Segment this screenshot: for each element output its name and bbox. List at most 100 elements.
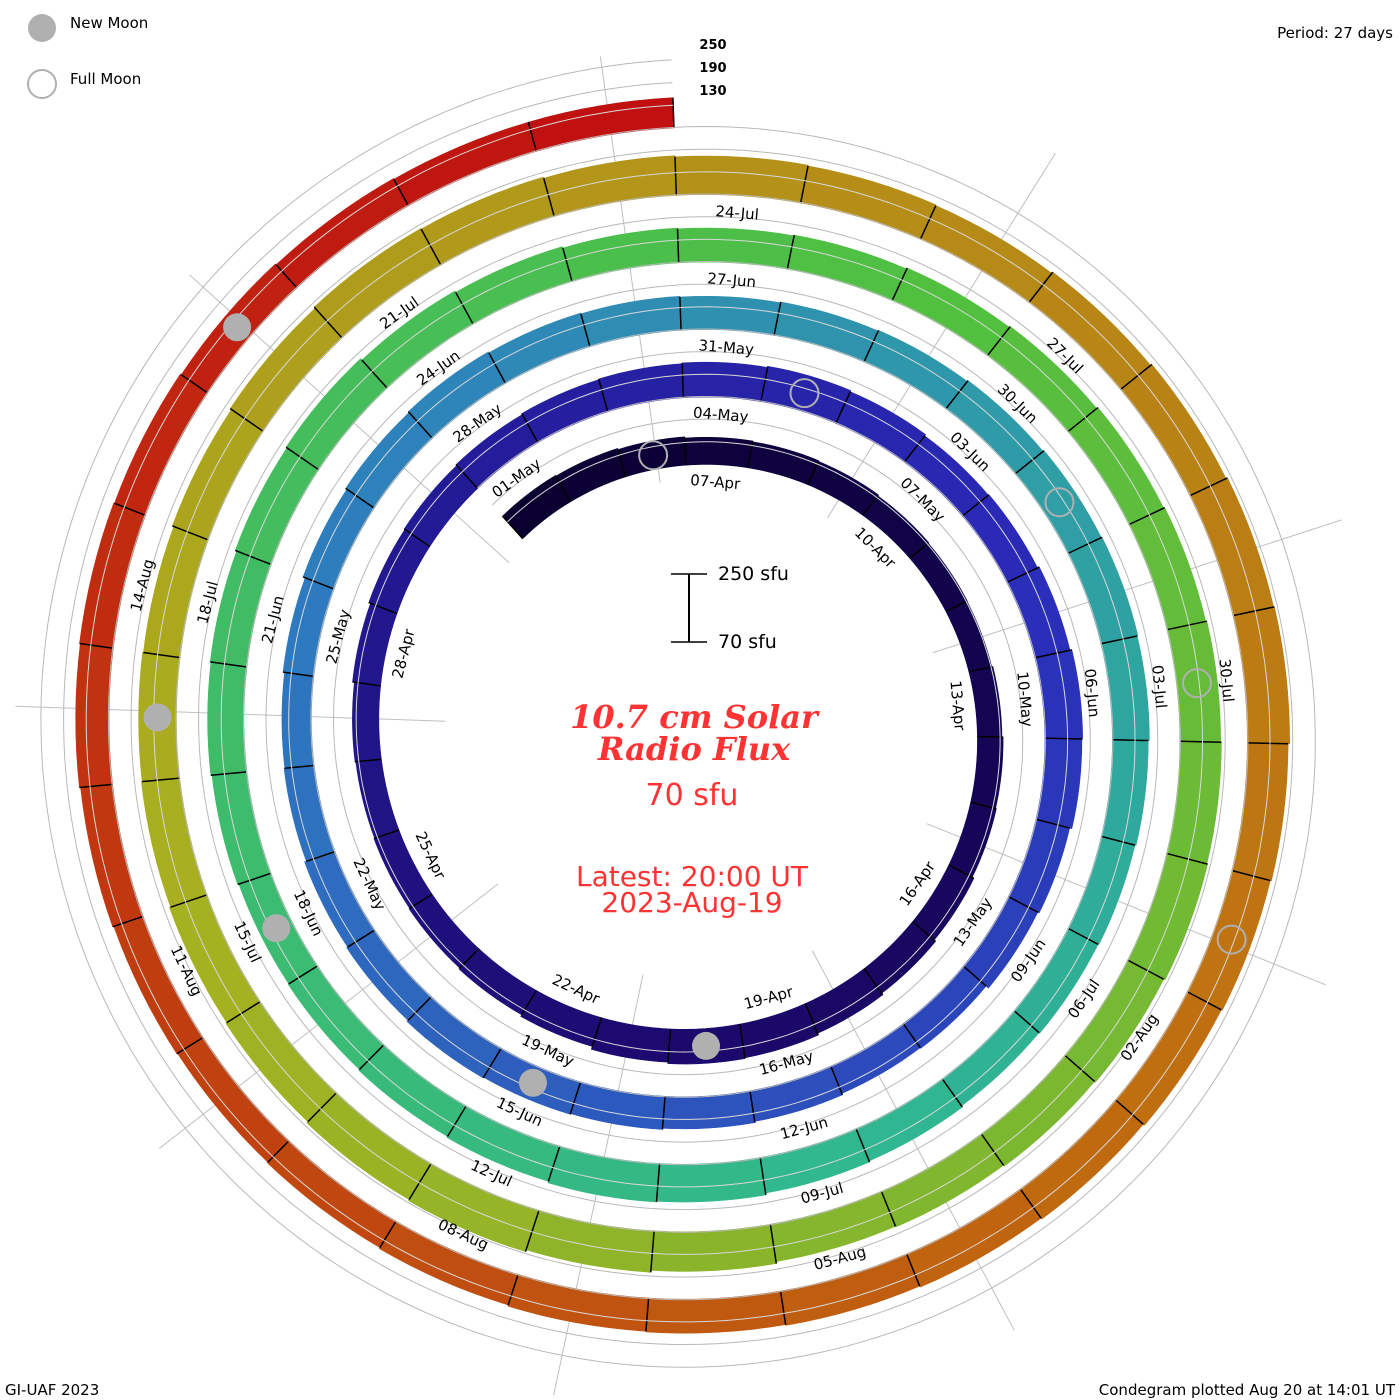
date-label: 07-Apr xyxy=(690,471,742,493)
flux-band-segment xyxy=(617,436,687,478)
day-separator xyxy=(407,411,433,439)
day-separator xyxy=(830,1065,844,1096)
full-moon-legend-label: Full Moon xyxy=(70,70,141,88)
day-separator xyxy=(1128,506,1166,526)
day-separator xyxy=(739,1023,746,1059)
day-separator xyxy=(361,359,388,389)
day-separator xyxy=(368,601,398,615)
day-separator xyxy=(1231,869,1271,882)
flux-band-segment xyxy=(773,301,879,363)
day-separator xyxy=(267,1140,290,1163)
day-separator xyxy=(302,576,335,590)
day-separator xyxy=(352,681,381,687)
flux-band-segment xyxy=(488,312,591,384)
day-separator xyxy=(945,600,968,612)
day-separator xyxy=(655,1163,661,1203)
flux-band-segment xyxy=(507,1274,649,1332)
flux-band-segment xyxy=(547,1145,660,1203)
flux-band-segment xyxy=(1166,620,1221,743)
flux-band-segment xyxy=(830,1023,921,1094)
day-separator xyxy=(1114,1099,1144,1125)
day-separator xyxy=(374,829,400,839)
flux-band-segment xyxy=(287,965,385,1070)
day-separator xyxy=(598,378,609,412)
flux-band-segment xyxy=(807,460,880,516)
day-separator xyxy=(1179,740,1222,744)
flux-band-segment xyxy=(570,1081,666,1130)
current-value: 70 sfu xyxy=(646,778,739,813)
scale-bottom-label: 70 sfu xyxy=(718,631,777,653)
full-moon-marker xyxy=(638,440,669,471)
reference-spiral-250 xyxy=(40,59,1316,1368)
day-separator xyxy=(580,313,591,347)
day-separator xyxy=(379,1220,397,1248)
day-separator xyxy=(562,247,573,282)
full-moon-marker xyxy=(1181,668,1212,699)
flux-bands xyxy=(75,97,1290,1334)
day-separator xyxy=(948,864,975,879)
day-separator xyxy=(759,1157,767,1196)
day-separator xyxy=(769,1224,778,1264)
day-separator xyxy=(403,528,431,548)
flux-band-segment xyxy=(355,758,400,839)
flux-band-segment xyxy=(281,671,315,769)
day-separator xyxy=(891,267,908,301)
day-separator xyxy=(1028,271,1054,303)
day-separator xyxy=(679,296,682,331)
day-separator xyxy=(1112,738,1149,742)
full-moon-legend-icon xyxy=(27,69,57,99)
day-separator xyxy=(1019,1188,1042,1219)
day-separator xyxy=(229,407,264,432)
day-separator xyxy=(1044,737,1082,740)
day-separator xyxy=(970,801,997,810)
day-separator xyxy=(645,1298,650,1332)
day-separator xyxy=(393,178,410,207)
day-separator xyxy=(482,1047,502,1079)
day-separator xyxy=(542,178,555,217)
flux-band-segment xyxy=(684,436,754,469)
day-separator xyxy=(176,1036,204,1055)
day-separator xyxy=(112,915,144,928)
day-separator xyxy=(172,525,209,541)
new-moon-marker xyxy=(223,313,252,342)
new-moon-marker xyxy=(518,1068,547,1097)
day-separator xyxy=(446,1105,467,1137)
day-separator xyxy=(1189,477,1228,497)
flux-band-segment xyxy=(909,542,968,612)
flux-band-segment xyxy=(862,495,930,559)
day-separator xyxy=(649,1230,655,1273)
flux-band-segment xyxy=(1232,606,1290,745)
day-separator xyxy=(880,1190,897,1227)
day-separator xyxy=(275,264,298,289)
day-separator xyxy=(968,665,994,673)
flux-band-segment xyxy=(968,666,1003,738)
day-separator xyxy=(142,777,180,783)
flux-band-segment xyxy=(80,784,144,928)
date-label: 04-May xyxy=(692,404,749,426)
day-separator xyxy=(591,1017,603,1047)
flux-band-segment xyxy=(902,965,987,1049)
day-separator xyxy=(226,1000,261,1024)
day-separator xyxy=(674,156,678,196)
flux-band-segment xyxy=(1014,450,1102,554)
latest-time: Latest: 20:00 UT xyxy=(576,860,809,893)
day-separator xyxy=(905,1253,921,1287)
day-separator xyxy=(347,929,376,948)
full-moon-marker xyxy=(789,378,820,409)
flux-band-segment xyxy=(143,526,209,658)
flux-band-segment xyxy=(373,829,433,909)
day-separator xyxy=(863,330,880,363)
flux-band-segment xyxy=(800,165,937,240)
day-separator xyxy=(1166,852,1208,865)
flux-band-segment xyxy=(598,363,684,413)
day-separator xyxy=(358,1044,385,1070)
new-moon-marker xyxy=(262,914,291,943)
day-separator xyxy=(288,965,319,985)
flux-band-segment xyxy=(590,1017,671,1063)
day-separator xyxy=(527,122,538,152)
flux-band-segment xyxy=(75,643,114,788)
scale-top-label: 250 sfu xyxy=(718,563,789,585)
day-separator xyxy=(912,920,936,943)
day-separator xyxy=(1101,835,1136,846)
flux-band-segment xyxy=(543,155,677,217)
